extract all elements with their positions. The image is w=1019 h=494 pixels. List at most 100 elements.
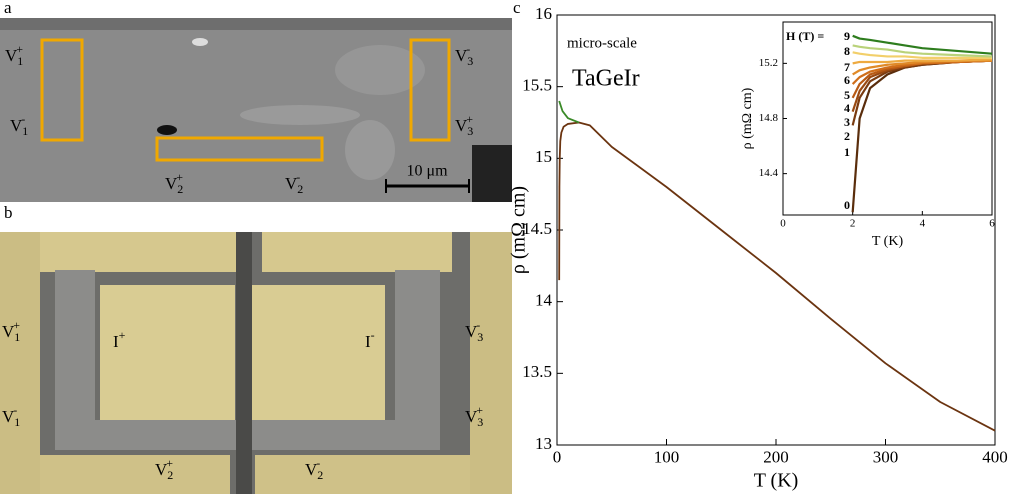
x-tick-label: 0: [553, 448, 562, 467]
label-sub: 1: [17, 54, 23, 68]
electrode-label: V2+: [165, 170, 183, 196]
data-line: [852, 58, 993, 65]
data-line: [558, 121, 996, 432]
x-tick-label: 100: [654, 448, 680, 467]
electrode-label: V3-: [455, 42, 473, 68]
electrode-label: V1+: [2, 318, 20, 344]
label-sup: -: [466, 42, 470, 56]
x-tick-label: 400: [982, 448, 1008, 467]
series-label: 5: [844, 88, 850, 102]
label-base: V: [305, 460, 318, 479]
electrode-label: V2-: [305, 456, 323, 482]
data-line: [851, 59, 993, 85]
series-label: 9: [844, 29, 850, 43]
label-base: I: [113, 332, 119, 351]
label-sub: 1: [14, 330, 20, 344]
label-base: V: [10, 116, 23, 135]
series-label: 6: [844, 73, 850, 87]
electrode-label: V2+: [155, 456, 173, 482]
label-sup: -: [21, 112, 25, 126]
electrode-label: V2-: [285, 170, 303, 196]
sem-image-a: [0, 18, 512, 202]
annotation: H (T) =: [786, 29, 824, 43]
y-tick-label: 15.5: [522, 76, 552, 95]
label-sub: 1: [22, 124, 28, 138]
label-base: V: [455, 46, 468, 65]
x-axis-label: T (K): [872, 234, 904, 249]
panel-letter: b: [4, 203, 13, 222]
label-base: V: [455, 116, 468, 135]
label-sup: +: [166, 456, 173, 470]
x-tick-label: 300: [873, 448, 899, 467]
sem-image-b: [0, 232, 512, 494]
y-tick-label: 14: [535, 291, 553, 310]
label-sub: 2: [297, 182, 303, 196]
electrode-label: I+: [113, 328, 126, 351]
y-tick-label: 15.2: [759, 57, 778, 69]
y-tick-label: 15: [535, 147, 552, 166]
label-sup: +: [466, 112, 473, 126]
label-base: V: [2, 322, 15, 341]
annotation: TaGeIr: [572, 66, 640, 92]
x-tick-label: 6: [989, 217, 995, 229]
y-tick-label: 14.8: [759, 112, 779, 124]
label-sub: 2: [167, 468, 173, 482]
data-line: [852, 51, 992, 59]
electrode-label: V3+: [465, 403, 483, 429]
series-label: 7: [844, 60, 850, 74]
label-sub: 3: [477, 330, 483, 344]
electrode-label: V1-: [2, 403, 20, 429]
label-sup: +: [119, 328, 126, 342]
series-label: 8: [844, 44, 850, 58]
electrode-label: V3+: [455, 112, 473, 138]
y-axis-label: ρ (mΩ cm): [740, 87, 755, 149]
label-sup: -: [13, 403, 17, 417]
label-sup: +: [476, 403, 483, 417]
label-sup: +: [176, 170, 183, 184]
series-label: 1: [844, 145, 850, 159]
series-label: 0: [844, 198, 850, 212]
label-sup: -: [476, 318, 480, 332]
y-tick-label: 16: [535, 4, 552, 23]
label-sup: +: [16, 42, 23, 56]
series-label: 3: [844, 115, 850, 129]
label-base: V: [2, 407, 15, 426]
y-tick-label: 13: [535, 434, 552, 453]
y-axis-label: ρ (mΩ cm): [508, 186, 530, 274]
y-tick-label: 13.5: [522, 362, 552, 381]
inset-background: [765, 18, 995, 230]
label-base: V: [5, 46, 18, 65]
label-sub: 2: [177, 182, 183, 196]
label-sub: 3: [467, 124, 473, 138]
label-sup: -: [371, 328, 375, 342]
y-tick-label: 14.4: [759, 167, 779, 179]
electrode-label: V1-: [10, 112, 28, 138]
label-base: V: [465, 407, 478, 426]
label-sub: 2: [317, 468, 323, 482]
x-tick-label: 0: [780, 217, 786, 229]
electrode-label: I-: [365, 328, 375, 351]
panel-letter: a: [4, 0, 12, 17]
label-base: V: [165, 174, 178, 193]
label-base: V: [285, 174, 298, 193]
label-sup: +: [13, 318, 20, 332]
annotation: micro-scale: [567, 35, 637, 51]
data-line: [852, 44, 993, 58]
data-line: [852, 34, 993, 55]
x-tick-label: 2: [850, 217, 856, 229]
series-label: 4: [844, 101, 850, 115]
label-sub: 3: [467, 54, 473, 68]
x-tick-label: 200: [763, 448, 789, 467]
x-tick-label: 4: [920, 217, 926, 229]
label-base: I: [365, 332, 371, 351]
label-base: V: [155, 460, 168, 479]
series-label: 2: [844, 129, 850, 143]
label-sup: -: [316, 456, 320, 470]
label-sup: -: [296, 170, 300, 184]
y-tick-label: 14.5: [522, 219, 552, 238]
data-line: [558, 100, 580, 124]
label-sub: 3: [477, 415, 483, 429]
electrode-label: V1+: [5, 42, 23, 68]
panel-letter: c: [513, 0, 521, 17]
